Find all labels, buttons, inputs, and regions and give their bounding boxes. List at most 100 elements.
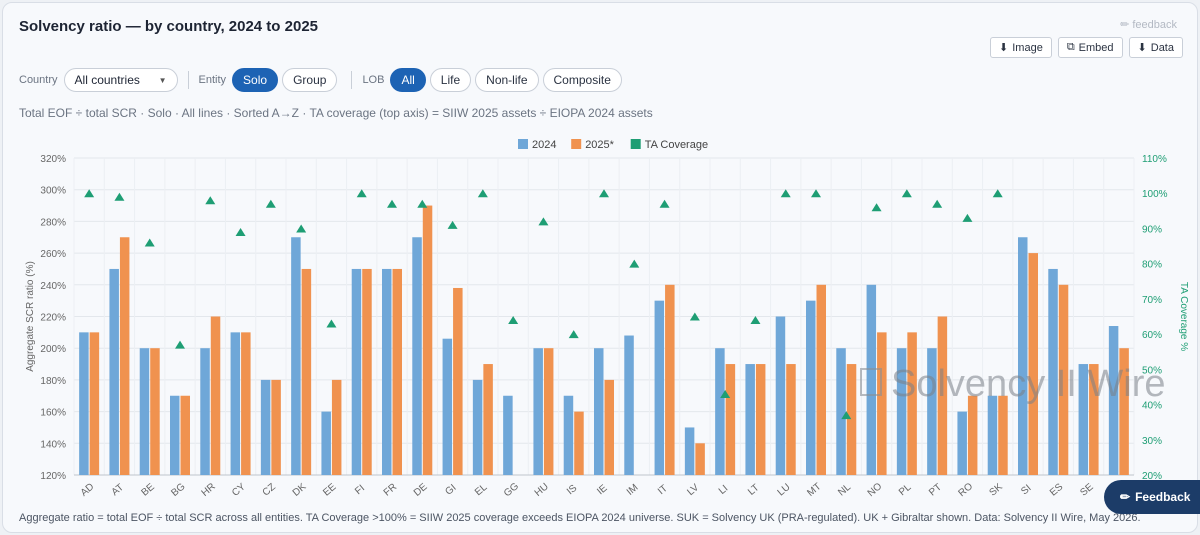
bar-2025-RO [967, 395, 978, 475]
legend-swatch-0 [518, 139, 528, 149]
data-button-label: Data [1150, 41, 1174, 54]
y-tick-label: 280% [40, 217, 66, 228]
ta-marker-GG [508, 316, 519, 325]
embed-button-label: Embed [1078, 41, 1114, 54]
bar-2025-IT [665, 284, 675, 475]
country-label: Country [19, 74, 58, 86]
legend-swatch-1 [571, 139, 582, 149]
legend-swatch-2 [630, 139, 641, 149]
bar-2025-PL [907, 332, 917, 475]
x-tick-label: LV [685, 482, 701, 498]
bar-2024-RO [957, 411, 967, 475]
lob-pill-all[interactable]: All [390, 68, 426, 92]
ta-marker-IE [599, 189, 609, 198]
entity-pill-group[interactable]: Group [282, 68, 338, 92]
bar-2025-IS [574, 411, 584, 475]
bar-2024-NO [866, 284, 877, 475]
country-select[interactable]: All countries ▼ [63, 68, 178, 92]
bar-2025-PT [937, 316, 948, 475]
y2-tick-label: 30% [1142, 436, 1162, 447]
bar-2025-AD [89, 332, 100, 475]
feedback-button-label: Feedback [1135, 490, 1191, 504]
x-tick-label: SI [1019, 483, 1033, 498]
feedback-link-label: feedback [1132, 19, 1177, 31]
ta-marker-NO [871, 203, 882, 212]
pencil-icon: ✏ [1120, 490, 1131, 504]
bar-2025-LI [725, 364, 736, 475]
lob-pill-life[interactable]: Life [429, 68, 472, 92]
bar-2025-HR [210, 316, 221, 475]
y2-tick-label: 60% [1142, 330, 1162, 341]
watermark-logo [860, 368, 882, 396]
bar-2024-HR [200, 348, 210, 475]
bar-2025-IE [604, 379, 614, 475]
x-tick-label: IM [625, 482, 641, 498]
x-tick-label: MT [805, 481, 823, 499]
pencil-icon: ✏ [1120, 19, 1130, 31]
y2-tick-label: 90% [1142, 224, 1162, 235]
x-tick-label: AT [110, 482, 126, 498]
bar-2025-CZ [271, 379, 281, 475]
bar-2025-HU [543, 348, 554, 475]
bar-2024-SUK [1108, 326, 1119, 475]
y-tick-label: 160% [40, 408, 66, 419]
bar-2024-PT [927, 348, 937, 475]
bar-2024-AD [79, 332, 89, 475]
entity-pill-solo[interactable]: Solo [232, 68, 279, 92]
bar-2025-MT [816, 284, 826, 475]
y-tick-label: 300% [40, 186, 66, 197]
bar-2025-LU [786, 364, 796, 475]
bar-2025-NL [846, 364, 857, 475]
ta-marker-LV [689, 312, 700, 321]
x-tick-label: HR [200, 481, 218, 499]
bar-2024-IS [563, 395, 574, 475]
lob-pill-composite[interactable]: Composite [542, 68, 622, 92]
embed-button[interactable]: ⧉ Embed [1057, 37, 1123, 58]
divider [351, 71, 353, 89]
x-tick-label: AD [79, 481, 97, 498]
y2-tick-label: 50% [1142, 365, 1162, 376]
bar-2025-LT [755, 364, 766, 475]
page-title: Solvency ratio — by country, 2024 to 202… [19, 18, 319, 35]
ta-marker-GI [447, 220, 458, 229]
x-tick-label: LI [717, 483, 730, 497]
x-tick-label: IT [656, 483, 670, 497]
feedback-button[interactable]: ✏ Feedback [1104, 480, 1200, 514]
ta-marker-LT [750, 316, 761, 325]
x-tick-label: LT [746, 482, 761, 497]
y-tick-label: 240% [40, 281, 66, 292]
ta-marker-PT [932, 199, 943, 208]
x-tick-label: SE [1078, 481, 1096, 498]
bar-2024-IM [624, 335, 634, 475]
ta-marker-EL [477, 189, 488, 198]
bar-2024-FR [382, 268, 392, 475]
data-button[interactable]: ⬇ Data [1128, 37, 1183, 58]
x-tick-label: BE [139, 481, 157, 498]
image-button[interactable]: ⬇ Image [990, 37, 1052, 58]
lob-pill-non-life[interactable]: Non-life [475, 68, 539, 92]
copy-icon: ⧉ [1066, 41, 1075, 53]
ta-marker-AT [114, 192, 125, 201]
ta-marker-BE [144, 238, 155, 247]
bar-2024-SK [987, 395, 998, 475]
y-tick-label: 220% [40, 313, 66, 324]
ta-marker-LI [720, 389, 731, 398]
y2-tick-label: 110% [1142, 154, 1167, 165]
bar-2024-CZ [260, 379, 271, 475]
x-tick-label: DE [412, 481, 430, 499]
bar-2024-NL [836, 348, 846, 475]
download-icon: ⬇ [1137, 42, 1147, 54]
solvency-chart: 2024 2025* TA Coverage 120% 140% 160% 180% 200%… [25, 139, 1189, 501]
ta-marker-LU [780, 189, 791, 198]
legend-label-2: TA Coverage [645, 139, 708, 151]
bar-2024-LU [775, 316, 786, 475]
x-tick-label: GI [443, 482, 458, 497]
ta-marker-FI [356, 189, 367, 198]
export-actions: ⬇ Image ⧉ Embed ⬇ Data [990, 37, 1183, 58]
image-button-label: Image [1012, 41, 1043, 54]
bar-2024-CY [230, 332, 241, 475]
feedback-link[interactable]: ✏ feedback [1120, 18, 1177, 31]
ta-marker-MT [811, 189, 821, 198]
y-tick-label: 140% [40, 439, 66, 450]
